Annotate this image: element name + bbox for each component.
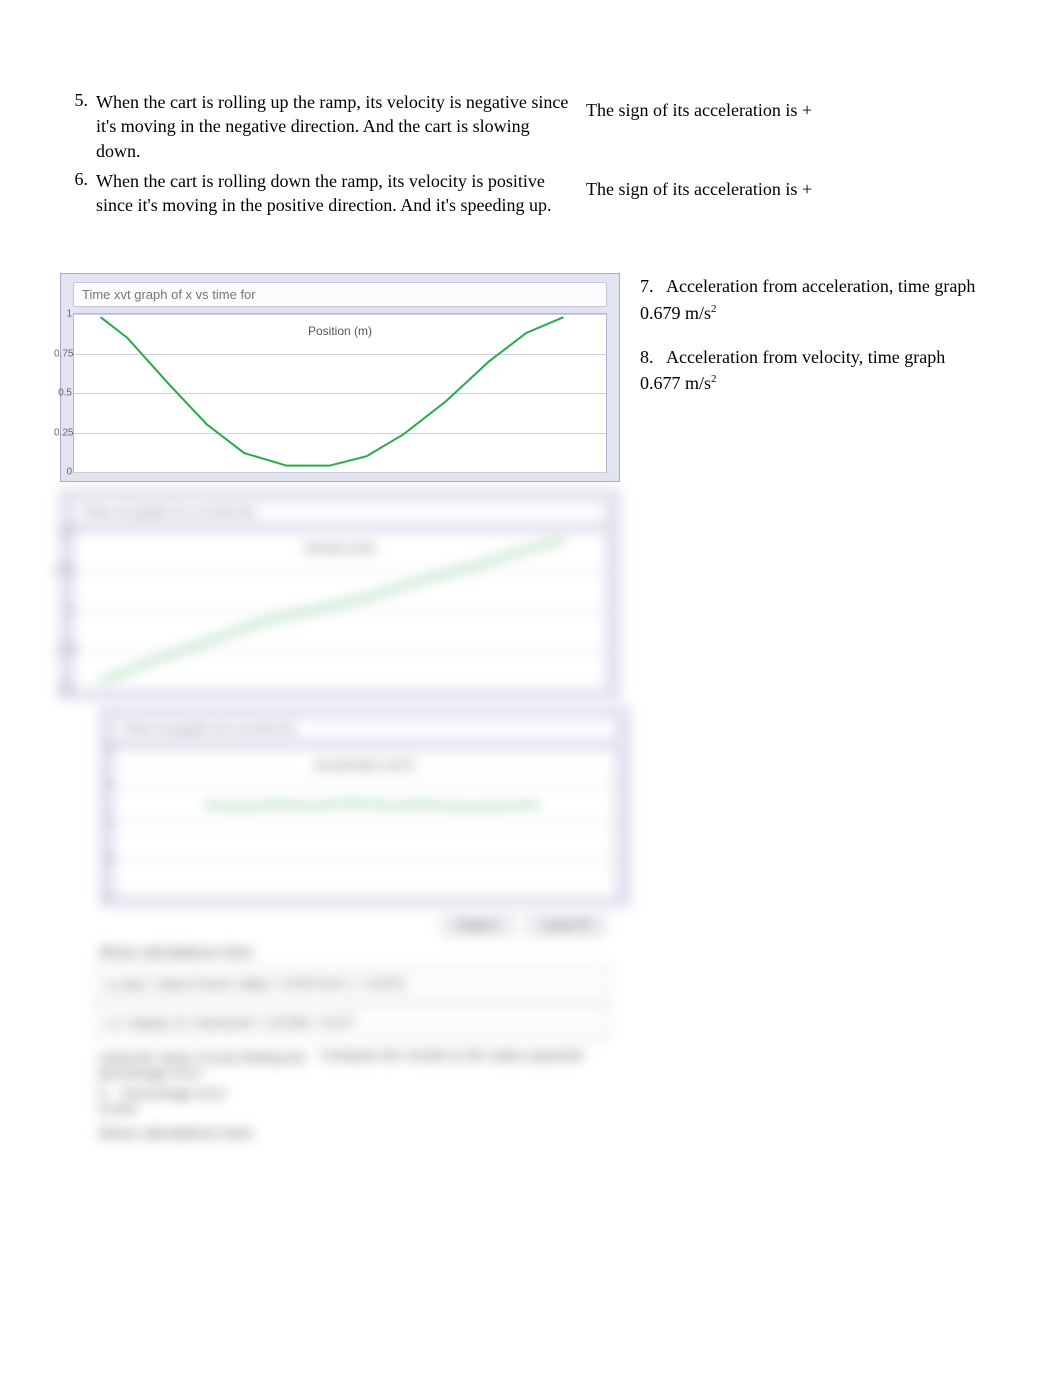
sign-label: The sign of its acceleration is [586, 179, 802, 199]
sign-label: The sign of its acceleration is [586, 100, 802, 120]
calculations-section: Show calculations here. a_avg = (avg of … [60, 944, 620, 1148]
q9-value: 0.04% [98, 1101, 138, 1117]
question-number: 5. [60, 90, 96, 111]
chart-title-bar: Time xvt graph of v vs time for [73, 499, 607, 524]
question-number: 9. [98, 1085, 110, 1101]
chart-buttons-row: Graph it Linear Fit [60, 914, 606, 936]
sign-answer: + [802, 179, 882, 200]
chart-title-bar: Time xvt graph of x vs time for [73, 282, 607, 307]
question-number: 7. [640, 276, 654, 296]
sign-cell: The sign of its acceleration is + [576, 169, 916, 200]
plot-area: Acceleration (m/s²) -10123 [113, 747, 617, 897]
linear-fit-button[interactable]: Linear Fit [526, 914, 606, 936]
position-time-chart: Time xvt graph of x vs time for Position… [60, 273, 620, 482]
q8-value: 0.677 m/s [640, 373, 711, 393]
accel-time-chart: Time xvt graph of a vs time for Accelera… [100, 707, 630, 906]
q7-block: 7. Acceleration from acceleration, time … [640, 273, 975, 325]
plot-area: Position (m) 00.250.50.751 [73, 313, 607, 473]
question-6-row: 6. When the cart is rolling down the ram… [60, 169, 1002, 218]
note-text: Compare the results to the value expecte… [320, 1045, 620, 1063]
q8-block: 8. Acceleration from velocity, time grap… [640, 344, 975, 396]
calc-box: a = slope(v, t) / rise/run/m = 0.6766 ≈ … [94, 1006, 610, 1039]
unit-exponent: 2 [711, 373, 717, 385]
q7-title: Acceleration from acceleration, time gra… [666, 276, 975, 296]
q9-row: 9. Percentage error 0.04% [98, 1085, 320, 1117]
sign-cell: The sign of its acceleration is + [576, 90, 916, 121]
plot-area: Velocity (m/s) -1.5-0.7500.751.5 [73, 530, 607, 690]
calc-box: a_avg = (avg of accel. data) = 0.679 m/s… [94, 967, 610, 1000]
sign-answer: + [802, 100, 882, 121]
graph-it-button[interactable]: Graph it [441, 914, 514, 936]
q8-title: Acceleration from velocity, time graph [666, 347, 945, 367]
q7-value: 0.679 m/s [640, 303, 711, 323]
question-5-row: 5. When the cart is rolling up the ramp,… [60, 90, 1002, 163]
chart-title-bar: Time xvt graph of a vs time for [113, 716, 617, 741]
calc-heading: Show calculations here. [98, 1125, 320, 1142]
unit-exponent: 2 [711, 303, 717, 315]
question-text: When the cart is rolling up the ramp, it… [96, 90, 576, 163]
question-text: When the cart is rolling down the ramp, … [96, 169, 576, 218]
question-number: 6. [60, 169, 96, 190]
q9-label: Percentage error [121, 1085, 226, 1101]
calc-heading: Show calculations here. [98, 944, 620, 961]
question-number: 8. [640, 347, 654, 367]
calc-line: using the value of g by finding the perc… [98, 1049, 320, 1081]
velocity-time-chart: Time xvt graph of v vs time for Velocity… [60, 490, 620, 699]
